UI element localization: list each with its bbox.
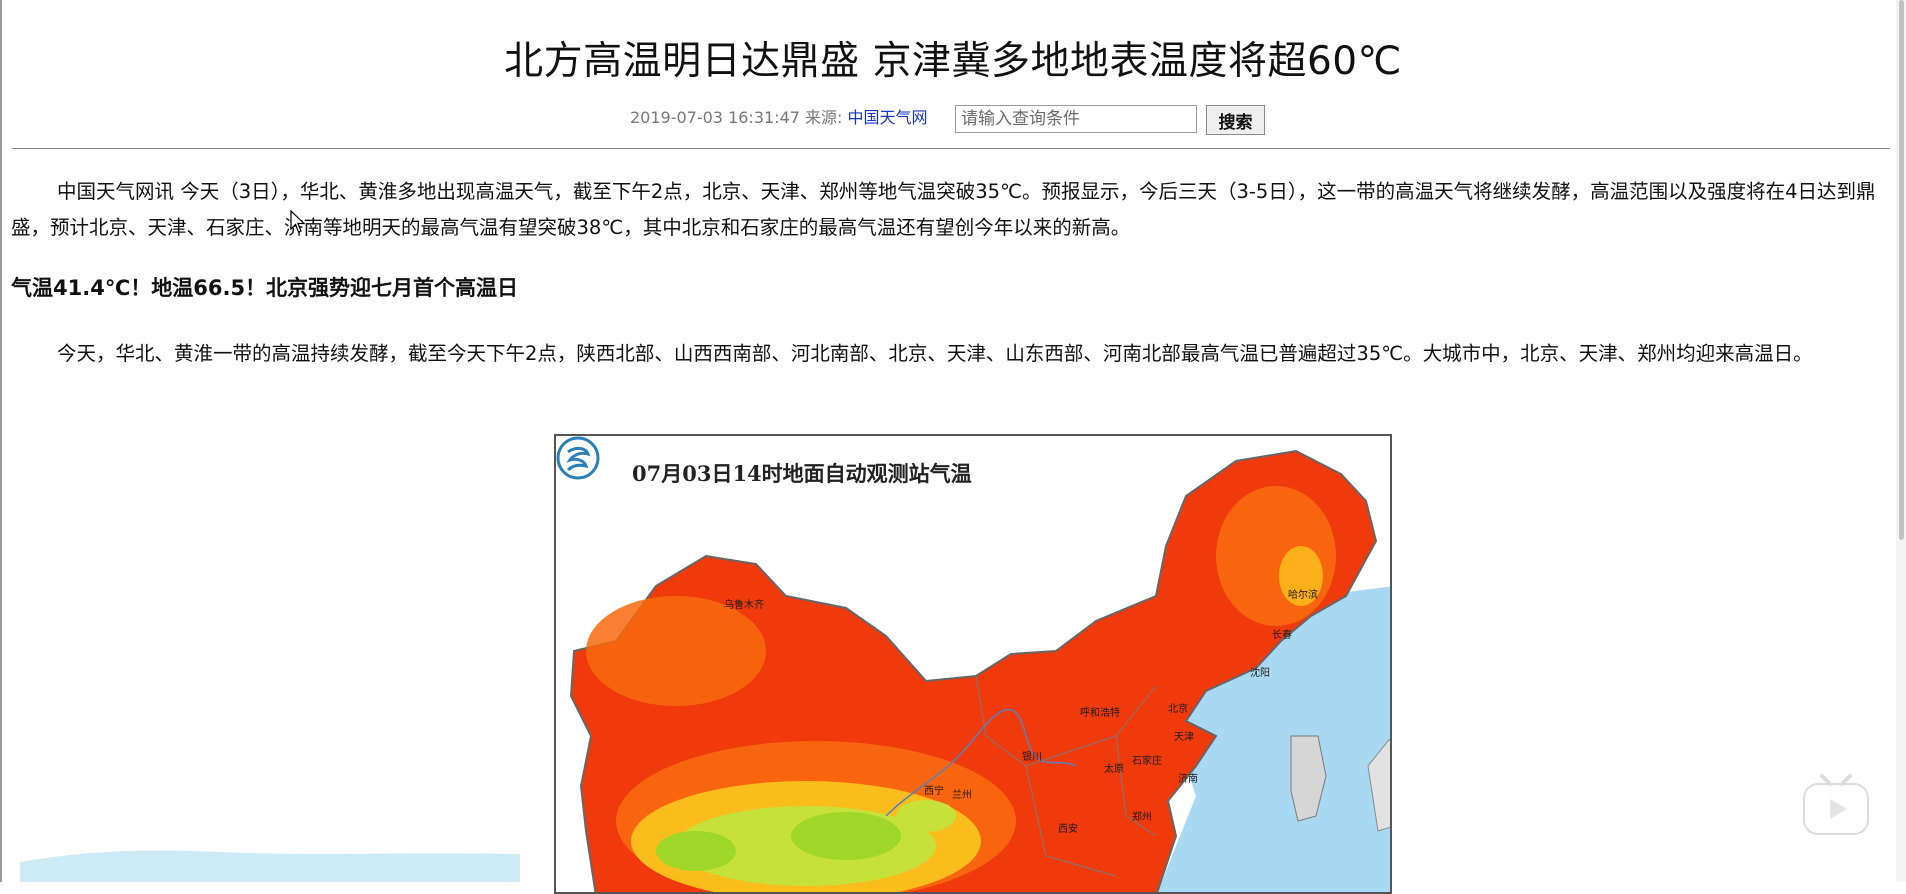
city-label-jinan: 济南 (1178, 774, 1198, 785)
japan-coast (1367, 738, 1390, 832)
city-label-urumqi: 乌鲁木齐 (724, 600, 764, 611)
source-label: 来源: (805, 108, 843, 127)
decorative-wave-shape (20, 850, 520, 882)
city-label-lanzhou: 兰州 (952, 790, 972, 801)
river-line (885, 709, 1077, 817)
header-divider (12, 148, 1890, 149)
map-title: 07月03日14时地面自动观测站气温 (632, 461, 972, 486)
cma-logo-icon (556, 436, 600, 480)
korea-peninsula (1290, 735, 1327, 822)
mouse-pointer-icon (290, 210, 306, 233)
source-link[interactable]: 中国天气网 (847, 108, 928, 127)
city-label-zhengzhou: 郑州 (1132, 812, 1152, 823)
city-label-beijing: 北京 (1168, 704, 1188, 715)
window-left-border (0, 0, 2, 882)
video-player-icon[interactable] (1800, 772, 1872, 838)
city-label-xian: 西安 (1058, 824, 1078, 835)
city-label-shenyang: 沈阳 (1250, 668, 1270, 679)
article-paragraph-2: 今天，华北、黄淮一带的高温持续发酵，截至今天下午2点，陕西北部、山西西南部、河北… (57, 342, 1813, 365)
temperature-map-figure: 07月03日14时地面自动观测站气温 乌鲁木齐 哈尔滨 长春 沈阳 呼和浩特 北… (554, 434, 1392, 894)
article-title: 北方高温明日达鼎盛 京津冀多地地表温度将超60℃ (504, 39, 1402, 84)
city-label-changchun: 长春 (1272, 630, 1292, 641)
publish-datetime: 2019-07-03 16:31:47 (630, 108, 800, 127)
scrollbar-thumb[interactable] (1899, 0, 1904, 540)
article-meta: 2019-07-03 16:31:47 来源: 中国天气网 (630, 104, 928, 128)
article-subheading: 气温41.4℃！地温66.5！北京强势迎七月首个高温日 (11, 276, 519, 300)
city-label-tianjin: 天津 (1174, 732, 1194, 743)
city-label-xining: 西宁 (924, 786, 944, 797)
province-borders (975, 675, 1157, 877)
temperature-map-graphic (556, 436, 1390, 892)
city-label-yinchuan: 银川 (1022, 752, 1042, 763)
scrollbar-track[interactable] (1896, 0, 1906, 882)
city-label-hohhot: 呼和浩特 (1080, 708, 1120, 719)
city-label-shijiazhuang: 石家庄 (1132, 756, 1162, 767)
city-label-taiyuan: 太原 (1104, 764, 1124, 775)
search-input[interactable] (955, 105, 1197, 133)
city-label-harbin: 哈尔滨 (1288, 590, 1318, 601)
search-button[interactable]: 搜索 (1206, 105, 1265, 135)
